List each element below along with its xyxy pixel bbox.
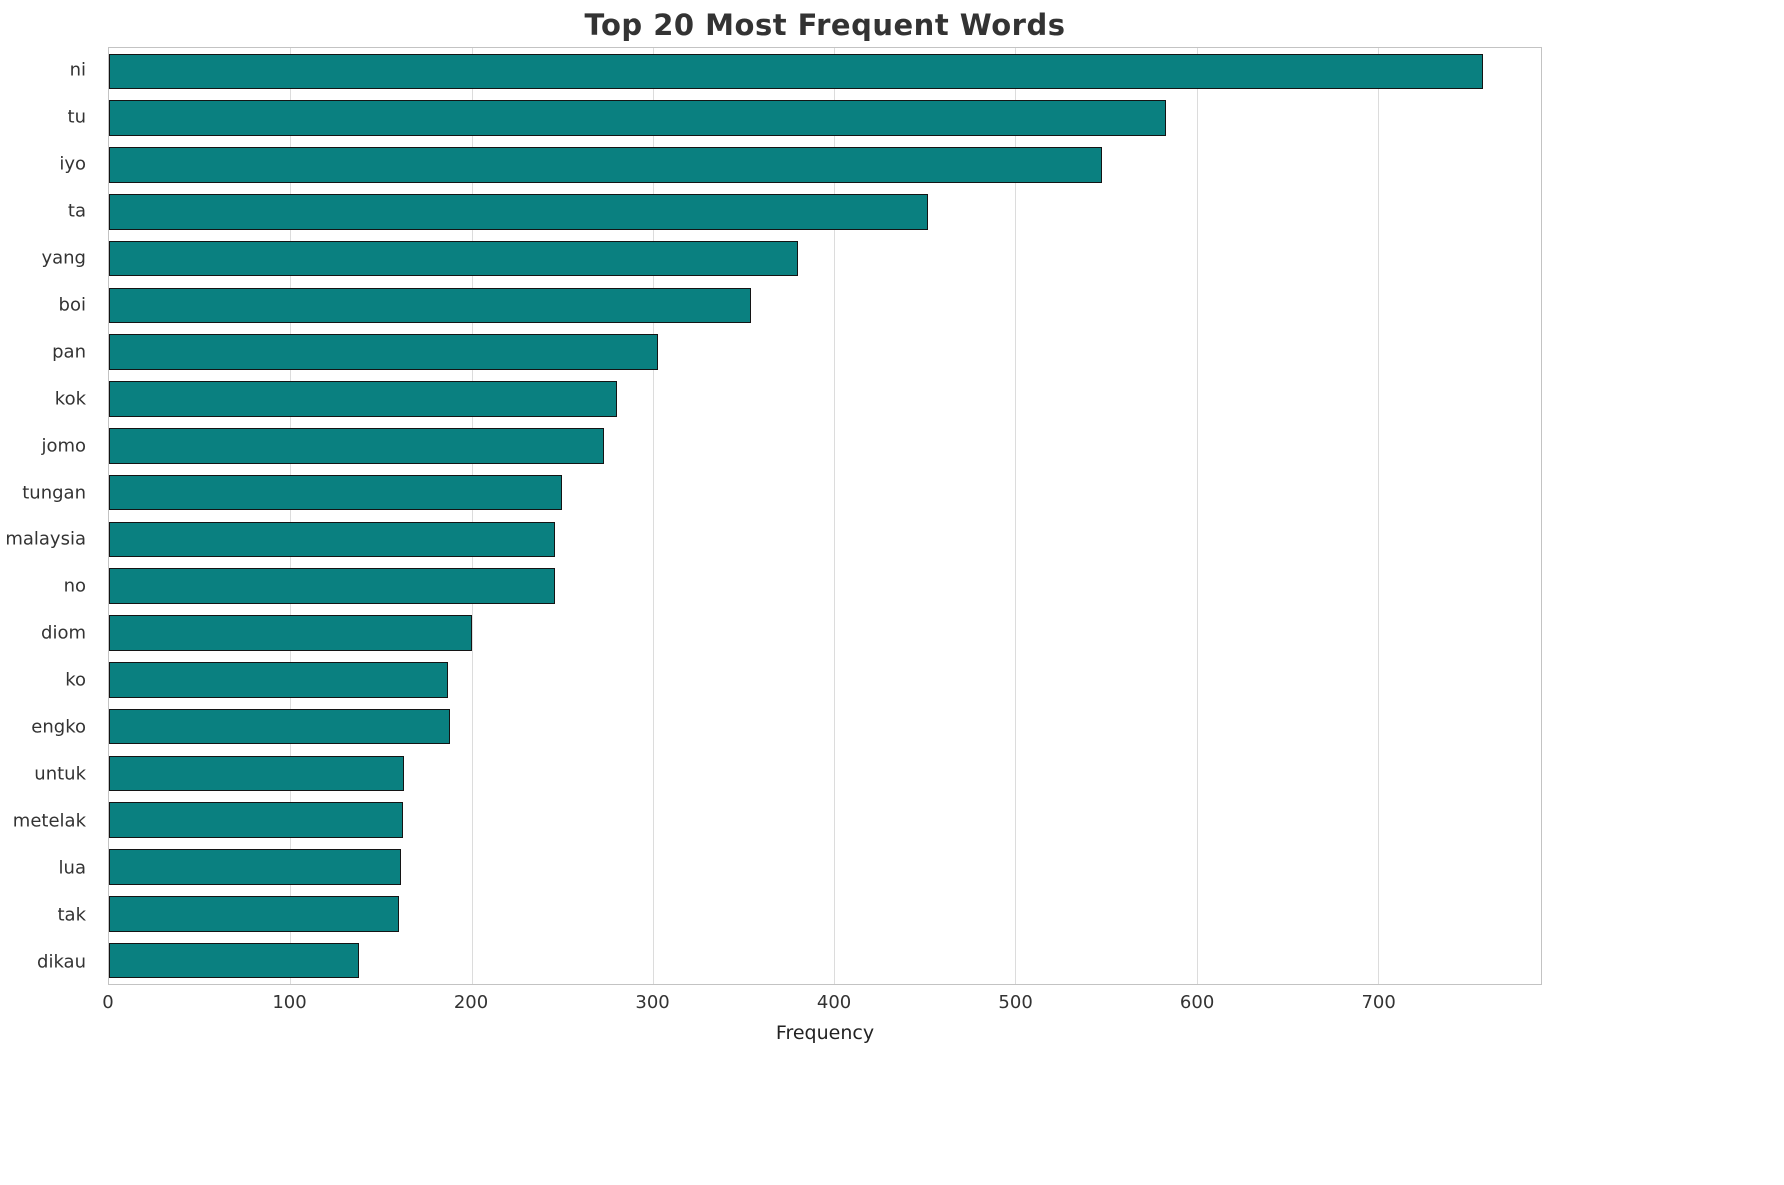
gridline xyxy=(1377,48,1379,984)
plot-area xyxy=(108,47,1542,985)
x-tick-label: 400 xyxy=(816,992,852,1013)
bar-untuk xyxy=(109,755,405,792)
bar-lua xyxy=(109,849,401,885)
bar-malaysia xyxy=(109,521,555,558)
y-tick-label-no: no xyxy=(63,575,86,597)
y-tick-label-tungan: tungan xyxy=(22,482,86,504)
bar-ni xyxy=(109,53,1483,90)
gridline xyxy=(834,48,836,984)
x-tick-label: 300 xyxy=(635,992,670,1013)
x-tick-label: 700 xyxy=(1361,992,1396,1013)
bar-tungan xyxy=(109,474,563,511)
bar-no xyxy=(109,568,555,604)
y-tick-label-lua: lua xyxy=(58,857,86,879)
y-tick-label-jomo: jomo xyxy=(41,435,86,457)
bar-tu xyxy=(109,100,1166,136)
x-tick-label: 100 xyxy=(272,992,307,1013)
bar-metelak xyxy=(109,802,403,838)
y-tick-label-metelak: metelak xyxy=(12,810,86,832)
bar-ta xyxy=(109,194,929,230)
y-tick-label-kok: kok xyxy=(54,388,86,410)
y-tick-label-iyo: iyo xyxy=(59,153,86,175)
chart-title: Top 20 Most Frequent Words xyxy=(584,8,1066,42)
y-tick-label-untuk: untuk xyxy=(34,763,86,785)
y-tick-label-engko: engko xyxy=(31,716,86,738)
gridline xyxy=(471,48,473,984)
bar-boi xyxy=(109,287,751,324)
bar-dikau xyxy=(109,942,360,979)
gridline xyxy=(652,48,654,984)
x-axis-label: Frequency xyxy=(775,1022,875,1044)
y-tick-label-ta: ta xyxy=(67,200,86,222)
bar-tak xyxy=(109,896,400,932)
bar-kok xyxy=(109,381,617,417)
bar-yang xyxy=(109,240,798,277)
y-tick-label-yang: yang xyxy=(41,247,86,269)
bar-pan xyxy=(109,334,659,370)
bar-jomo xyxy=(109,428,604,464)
bar-diom xyxy=(109,615,472,651)
x-axis-tick-labels: 0 100 200 300 400 500 600 700 xyxy=(102,992,1542,1016)
y-tick-label-dikau: dikau xyxy=(37,951,86,973)
y-tick-label-diom: diom xyxy=(41,622,86,644)
x-tick-label: 600 xyxy=(1179,992,1215,1013)
y-tick-label-ko: ko xyxy=(65,669,86,691)
bar-iyo xyxy=(109,147,1103,183)
gridline xyxy=(1196,48,1198,984)
y-axis-tick-labels: ni tu iyo ta yang boi pan kok jomo tungan malaysia… xyxy=(0,47,100,985)
y-tick-label-tak: tak xyxy=(57,904,86,926)
y-tick-label-ni: ni xyxy=(69,59,86,81)
bar-ko xyxy=(109,662,448,698)
gridline xyxy=(290,48,292,984)
y-tick-label-pan: pan xyxy=(52,341,86,363)
y-tick-label-tu: tu xyxy=(67,106,86,128)
bar-engko xyxy=(109,708,450,745)
y-tick-label-boi: boi xyxy=(58,294,86,316)
x-tick-label: 0 xyxy=(102,992,114,1013)
x-tick-label: 500 xyxy=(998,992,1033,1013)
y-tick-label-malaysia: malaysia xyxy=(5,528,86,550)
x-tick-label: 200 xyxy=(453,992,489,1013)
gridline xyxy=(1015,48,1017,984)
